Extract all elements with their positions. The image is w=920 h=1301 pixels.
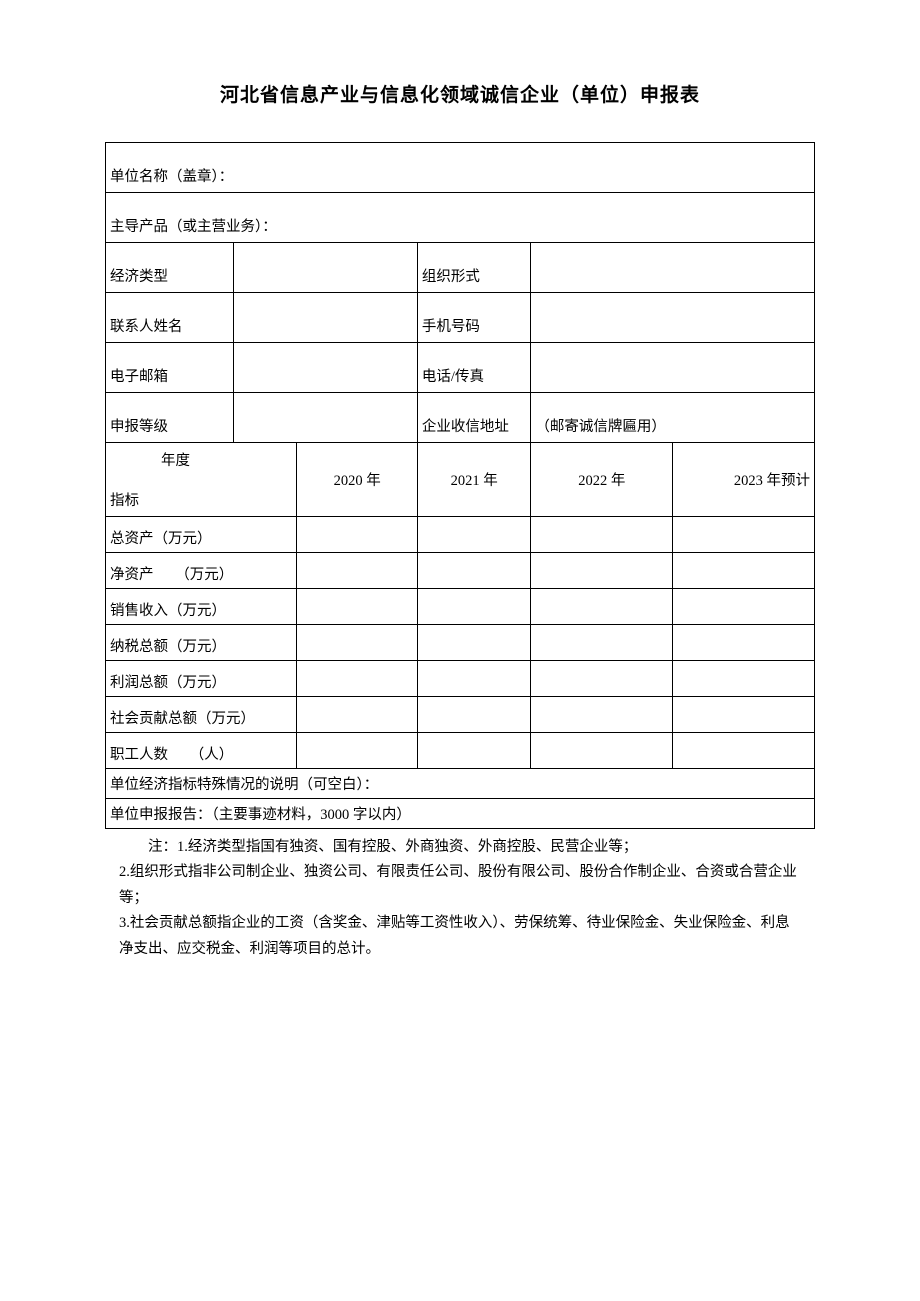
- net-assets-2020[interactable]: [297, 553, 418, 589]
- main-product-cell: 主导产品（或主营业务）：: [106, 193, 815, 243]
- special-notes-cell: 单位经济指标特殊情况的说明（可空白）：: [106, 769, 815, 799]
- receive-addr-label: 企业收信地址: [417, 393, 530, 443]
- apply-level-value[interactable]: [233, 393, 417, 443]
- tax-total-2021[interactable]: [417, 625, 530, 661]
- employee-count-2021[interactable]: [417, 733, 530, 769]
- employee-count-2022[interactable]: [531, 733, 673, 769]
- profit-total-2021[interactable]: [417, 661, 530, 697]
- total-assets-2020[interactable]: [297, 517, 418, 553]
- tax-total-2023[interactable]: [673, 625, 815, 661]
- tax-total-2020[interactable]: [297, 625, 418, 661]
- form-title: 河北省信息产业与信息化领域诚信企业（单位）申报表: [105, 80, 815, 107]
- social-contribution-2022[interactable]: [531, 697, 673, 733]
- note-2: 2.组织形式指非公司制企业、独资公司、有限责任公司、股份有限公司、股份合作制企业…: [119, 860, 801, 911]
- tax-total-2022[interactable]: [531, 625, 673, 661]
- phone-fax-value[interactable]: [531, 343, 815, 393]
- profit-total-2023[interactable]: [673, 661, 815, 697]
- note-3: 3.社会贡献总额指企业的工资（含奖金、津贴等工资性收入）、劳保统筹、待业保险金、…: [119, 911, 801, 962]
- note-1: 注：1.经济类型指国有独资、国有控股、外商独资、外商控股、民营企业等；: [119, 835, 801, 860]
- year-indicator-header: 年度 指标: [106, 443, 297, 517]
- col-2023-header: 2023 年预计: [673, 443, 815, 517]
- economic-type-value[interactable]: [233, 243, 417, 293]
- net-assets-label: 净资产 （万元）: [106, 553, 297, 589]
- contact-name-label: 联系人姓名: [106, 293, 234, 343]
- profit-total-2020[interactable]: [297, 661, 418, 697]
- contact-name-value[interactable]: [233, 293, 417, 343]
- unit-name-cell: 单位名称（盖章）：: [106, 143, 815, 193]
- sales-revenue-label: 销售收入（万元）: [106, 589, 297, 625]
- tax-total-label: 纳税总额（万元）: [106, 625, 297, 661]
- net-assets-2022[interactable]: [531, 553, 673, 589]
- employee-count-label: 职工人数 （人）: [106, 733, 297, 769]
- net-assets-2023[interactable]: [673, 553, 815, 589]
- report-cell: 单位申报报告：（主要事迹材料，3000 字以内）: [106, 799, 815, 829]
- email-value[interactable]: [233, 343, 417, 393]
- employee-count-2023[interactable]: [673, 733, 815, 769]
- col-2021-header: 2021 年: [417, 443, 530, 517]
- email-label: 电子邮箱: [106, 343, 234, 393]
- total-assets-2022[interactable]: [531, 517, 673, 553]
- economic-type-label: 经济类型: [106, 243, 234, 293]
- total-assets-2023[interactable]: [673, 517, 815, 553]
- net-assets-2021[interactable]: [417, 553, 530, 589]
- notes-section: 注：1.经济类型指国有独资、国有控股、外商独资、外商控股、民营企业等； 2.组织…: [105, 835, 815, 962]
- social-contribution-label: 社会贡献总额（万元）: [106, 697, 297, 733]
- year-label: 年度: [161, 449, 190, 470]
- total-assets-label: 总资产（万元）: [106, 517, 297, 553]
- org-form-value[interactable]: [531, 243, 815, 293]
- sales-revenue-2022[interactable]: [531, 589, 673, 625]
- mobile-value[interactable]: [531, 293, 815, 343]
- sales-revenue-2020[interactable]: [297, 589, 418, 625]
- indicator-label: 指标: [110, 489, 139, 510]
- org-form-label: 组织形式: [417, 243, 530, 293]
- receive-addr-hint: （邮寄诚信牌匾用）: [531, 393, 815, 443]
- phone-fax-label: 电话/传真: [417, 343, 530, 393]
- employee-count-2020[interactable]: [297, 733, 418, 769]
- sales-revenue-2021[interactable]: [417, 589, 530, 625]
- social-contribution-2023[interactable]: [673, 697, 815, 733]
- col-2020-header: 2020 年: [297, 443, 418, 517]
- profit-total-label: 利润总额（万元）: [106, 661, 297, 697]
- col-2022-header: 2022 年: [531, 443, 673, 517]
- total-assets-2021[interactable]: [417, 517, 530, 553]
- profit-total-2022[interactable]: [531, 661, 673, 697]
- mobile-label: 手机号码: [417, 293, 530, 343]
- sales-revenue-2023[interactable]: [673, 589, 815, 625]
- form-table: 单位名称（盖章）： 主导产品（或主营业务）： 经济类型 组织形式 联系人姓名 手…: [105, 142, 815, 829]
- social-contribution-2021[interactable]: [417, 697, 530, 733]
- apply-level-label: 申报等级: [106, 393, 234, 443]
- social-contribution-2020[interactable]: [297, 697, 418, 733]
